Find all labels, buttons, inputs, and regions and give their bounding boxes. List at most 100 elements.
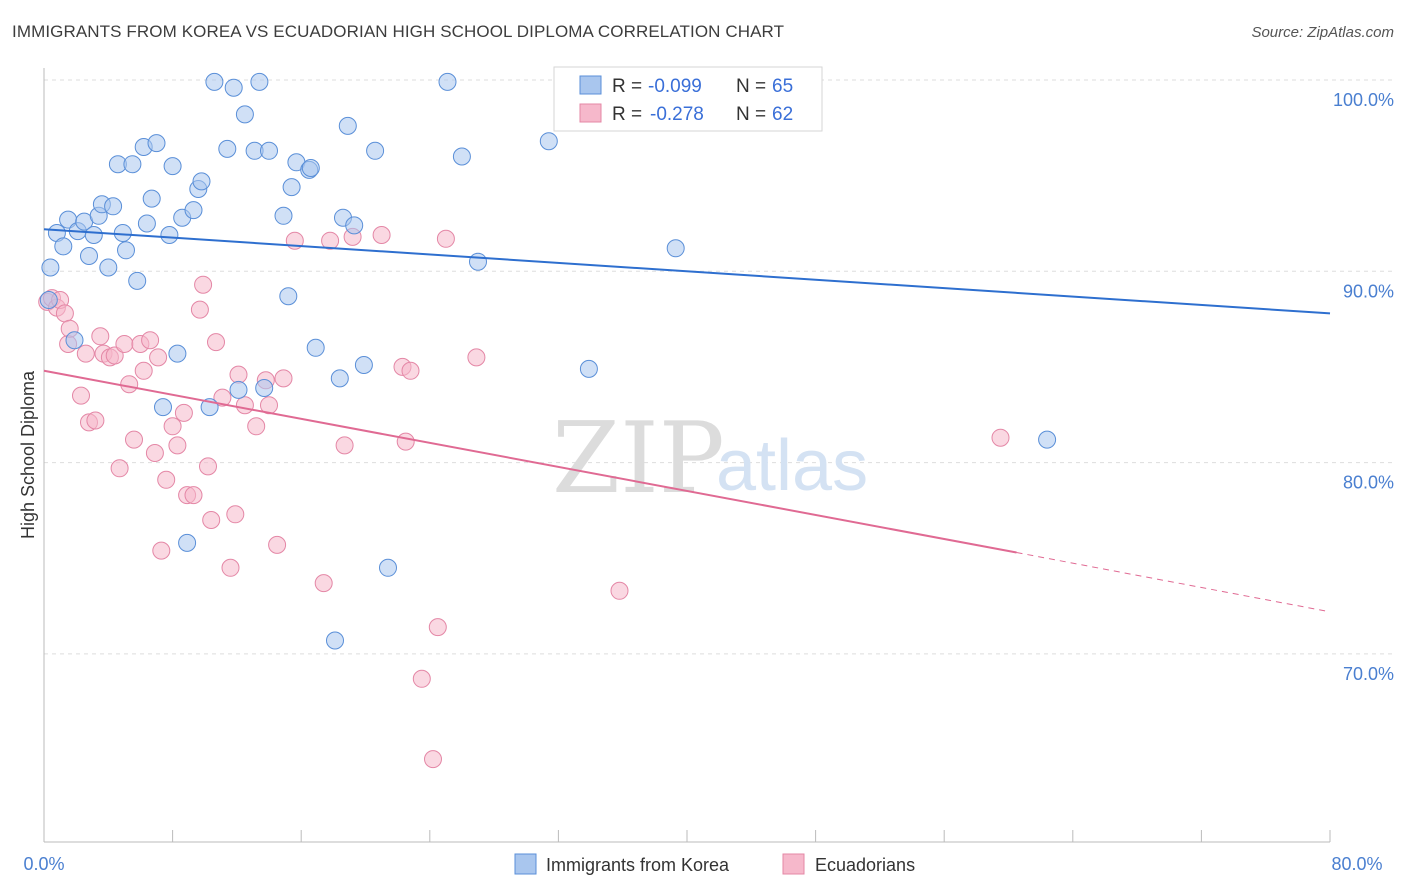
- korea-point: [160, 226, 179, 244]
- legend-r-value-korea: -0.099: [648, 76, 702, 97]
- ecuadorians-point: [141, 331, 160, 350]
- ecuadorians-point: [115, 335, 134, 353]
- ecuadorians-point: [125, 430, 143, 449]
- ecuadorians-point: [610, 581, 629, 600]
- ecuadorians-point: [110, 459, 129, 478]
- korea-point: [84, 226, 103, 244]
- y-axis-label: High School Diploma: [18, 370, 38, 539]
- korea-point: [330, 369, 349, 388]
- korea-point: [306, 338, 325, 357]
- korea-points: [39, 71, 1057, 650]
- korea-point: [438, 72, 457, 91]
- ecuadorians-point: [229, 365, 248, 384]
- ecuadorians-point: [268, 535, 287, 554]
- legend-swatch-ecuadorians: [579, 103, 602, 123]
- y-tick-label: 80.0%: [1343, 473, 1394, 493]
- ecuadorians-point: [194, 275, 213, 294]
- ecuadorians-point: [157, 470, 176, 489]
- korea-point: [666, 239, 685, 258]
- watermark-atlas: atlas: [716, 426, 868, 506]
- korea-point: [117, 241, 135, 260]
- ecuadorians-point: [235, 396, 254, 415]
- bottom-legend-ecuadorians: Ecuadorians: [815, 855, 915, 875]
- bottom-legend-swatch-ecuadorians: [782, 853, 805, 875]
- ecuadorians-point: [168, 436, 187, 455]
- legend-swatch-korea: [579, 75, 602, 95]
- ecuadorians-trend-extension: [1016, 552, 1331, 613]
- bottom-legend-swatch-korea: [514, 853, 537, 875]
- korea-point: [539, 132, 558, 151]
- trend-lines: [43, 228, 1331, 613]
- korea-point: [39, 291, 58, 309]
- ecuadorians-point: [190, 300, 209, 319]
- y-tick-label: 100.0%: [1333, 90, 1394, 110]
- ecuadorians-point: [335, 436, 354, 455]
- ecuadorians-point: [202, 511, 221, 529]
- ecuadorians-point: [213, 388, 232, 407]
- korea-point: [579, 359, 598, 378]
- ecuadorians-point: [372, 226, 391, 244]
- ecuadorians-point: [226, 505, 245, 524]
- ecuadorians-point: [199, 457, 217, 476]
- ecuadorians-point: [145, 444, 164, 462]
- korea-point: [354, 356, 373, 374]
- korea-point: [469, 252, 487, 271]
- korea-point: [54, 237, 73, 256]
- korea-point: [178, 533, 197, 552]
- korea-point: [104, 197, 123, 216]
- korea-point: [326, 631, 344, 650]
- x-min-label: 0.0%: [23, 854, 64, 874]
- korea-point: [255, 379, 274, 397]
- ecuadorians-point: [174, 403, 193, 422]
- korea-point: [137, 214, 156, 233]
- ecuadorians-point: [221, 558, 240, 577]
- legend-n-value-ecuadorians: 62: [772, 104, 793, 125]
- korea-point: [452, 147, 471, 166]
- legend-r-label-korea: R =: [612, 76, 642, 97]
- korea-point: [338, 116, 357, 135]
- ecuadorians-point: [105, 346, 124, 365]
- korea-point: [163, 157, 182, 176]
- korea-point: [142, 189, 161, 208]
- korea-point: [282, 178, 301, 197]
- korea-point: [80, 247, 98, 265]
- y-tick-labels: 70.0% 80.0% 90.0% 100.0%: [1333, 90, 1394, 684]
- ecuadorians-point: [412, 669, 431, 688]
- y-tick-label: 90.0%: [1343, 281, 1394, 301]
- ecuadorians-point: [55, 304, 74, 323]
- grid-lines: [44, 79, 1394, 655]
- ecuadorians-point: [120, 375, 139, 394]
- ecuadorians-point: [72, 386, 90, 405]
- y-tick-label: 70.0%: [1343, 664, 1394, 684]
- korea-point: [260, 141, 278, 160]
- korea-point: [192, 172, 211, 191]
- korea-trend-line: [43, 228, 1331, 315]
- ecuadorians-point: [321, 231, 340, 250]
- ecuadorians-point: [247, 417, 266, 436]
- ecuadorians-point: [274, 369, 293, 388]
- legend-n-label-korea: N =: [736, 76, 766, 97]
- korea-point: [345, 216, 364, 235]
- x-max-label: 80.0%: [1331, 854, 1382, 874]
- ecuadorians-point: [184, 486, 203, 505]
- ecuadorians-point: [467, 348, 486, 367]
- korea-point: [65, 331, 84, 350]
- correlation-legend: R = -0.099 N = 65 R = -0.278 N = 62: [553, 66, 823, 132]
- chart-source: Source: ZipAtlas.com: [1251, 24, 1394, 41]
- legend-r-label-ecuadorians: R =: [612, 104, 642, 125]
- ecuadorians-point: [991, 428, 1010, 447]
- legend-n-value-korea: 65: [772, 76, 793, 97]
- korea-point: [235, 105, 254, 124]
- korea-point: [147, 134, 166, 153]
- korea-point: [123, 155, 142, 174]
- korea-point: [128, 271, 147, 290]
- korea-point: [154, 398, 172, 417]
- korea-point: [229, 380, 248, 399]
- ecuadorians-point: [86, 411, 105, 430]
- ecuadorians-point: [76, 344, 95, 363]
- korea-point: [205, 72, 224, 91]
- ecuadorians-trend-line: [43, 369, 1017, 554]
- ecuadorians-point: [424, 750, 442, 769]
- korea-point: [218, 139, 237, 158]
